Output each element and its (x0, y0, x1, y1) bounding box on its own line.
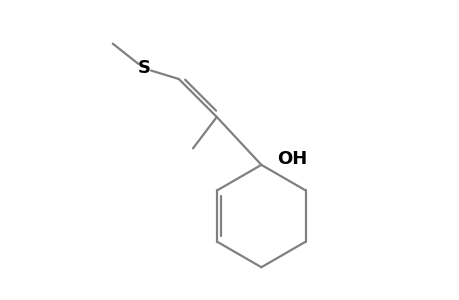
Text: S: S (137, 59, 150, 77)
Text: OH: OH (277, 150, 307, 168)
